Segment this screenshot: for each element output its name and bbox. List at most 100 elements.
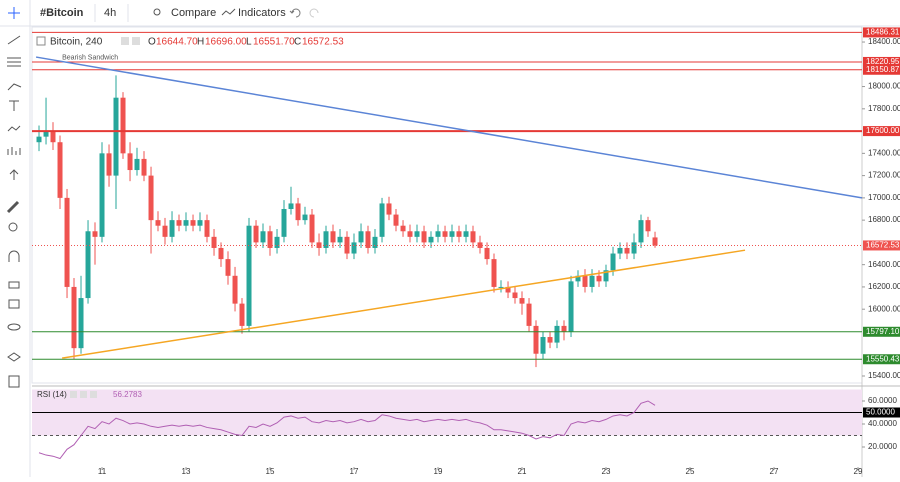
candle-body [274, 236, 280, 248]
candle-body [43, 131, 49, 137]
candle-body [442, 231, 448, 237]
candle-body [575, 275, 581, 282]
candle-body [358, 231, 364, 243]
indicators-button[interactable]: Indicators [238, 7, 286, 19]
fib-tool[interactable] [7, 57, 21, 67]
legend-icon[interactable] [121, 37, 129, 45]
y-tick-label: 16800.00 [868, 215, 900, 224]
visibility-tool[interactable] [7, 323, 21, 331]
interval[interactable]: 4h [104, 7, 116, 19]
legend-icon[interactable] [90, 391, 97, 398]
legend-o-value: 16644.70 [156, 37, 198, 48]
candle-body [407, 231, 413, 237]
indicators-icon[interactable] [221, 8, 236, 16]
candle-body [134, 158, 140, 171]
candle-body [50, 131, 56, 143]
candle-body [162, 225, 168, 237]
candle-body [113, 97, 119, 176]
left-toolbar [6, 0, 31, 477]
candle-body [141, 158, 147, 176]
arrow-tool[interactable] [9, 169, 19, 180]
candle-body [36, 136, 42, 143]
ruler-tool[interactable] [6, 200, 20, 214]
text-tool[interactable] [9, 100, 19, 111]
legend-icon[interactable] [70, 391, 77, 398]
candle-body [624, 247, 630, 254]
legend-collapse[interactable] [36, 36, 46, 46]
candle-body [57, 142, 63, 198]
lock-tool[interactable] [8, 299, 20, 309]
redo-icon[interactable] [309, 8, 319, 18]
candle-body [386, 203, 392, 215]
magnet-tool[interactable] [8, 250, 20, 262]
candle-body [218, 247, 224, 260]
candle-body [372, 236, 378, 248]
layers-tool[interactable] [7, 352, 21, 362]
candle-body [246, 225, 252, 326]
legend-l-value: 16551.70 [253, 37, 295, 48]
candle-body [281, 209, 287, 237]
candle-body [78, 298, 84, 349]
crosshair-tool[interactable] [8, 7, 20, 19]
candle-body [463, 231, 469, 237]
price-label: 15550.43 [866, 354, 900, 363]
candle-body [414, 231, 420, 237]
candle-body [169, 220, 175, 237]
candle-body [232, 275, 238, 304]
lock-draw-tool[interactable] [8, 281, 20, 289]
legend-c-key: C [294, 37, 301, 48]
last-price-label: 16572.53 [866, 241, 900, 250]
candle-body [393, 214, 399, 226]
trash-tool[interactable] [8, 375, 20, 388]
candle-body [526, 303, 532, 326]
x-tick-label: 25 [686, 467, 695, 476]
candle-body [239, 303, 245, 326]
plot: 18400.00 18000.00 17800.00 17400.00 17200.00… [32, 27, 900, 476]
y-tick-label: 60.0000 [868, 396, 897, 405]
last-price-box [863, 240, 900, 251]
zoom-tool[interactable] [8, 222, 18, 232]
candle-body [512, 292, 518, 299]
candle-body [554, 325, 560, 343]
candle-body [638, 220, 644, 243]
compare-icon[interactable] [153, 8, 161, 16]
price-label-box [863, 126, 900, 137]
trend-line [35, 56, 863, 199]
symbol[interactable]: #Bitcoin [40, 7, 84, 19]
candle-body [582, 275, 588, 287]
trend-tool[interactable] [7, 35, 21, 45]
x-tick-label: 19 [434, 467, 443, 476]
price-label-box [863, 64, 900, 75]
candle-body [631, 242, 637, 254]
candle-body [253, 225, 259, 243]
candle-body [106, 153, 112, 176]
x-tick-label: 13 [182, 467, 191, 476]
y-tick-label: 17200.00 [868, 171, 900, 180]
y-tick-label: 15400.00 [868, 371, 900, 380]
candle-body [400, 225, 406, 232]
legend-icon[interactable] [80, 391, 87, 398]
x-tick-label: 27 [770, 467, 779, 476]
undo-icon[interactable] [289, 8, 301, 18]
x-tick-label: 21 [518, 467, 527, 476]
candle-body [323, 231, 329, 248]
x-tick-label: 15 [266, 467, 275, 476]
legend-c-value: 16572.53 [302, 37, 344, 48]
forecast-tool[interactable] [7, 125, 21, 132]
y-tick-label: 17400.00 [868, 148, 900, 157]
candle-body [64, 197, 70, 287]
legend-h-value: 16696.00 [205, 37, 247, 48]
candle-body [183, 220, 189, 226]
x-tick-label: 11 [98, 467, 107, 476]
candle-body [547, 337, 553, 343]
pattern-tool[interactable] [7, 83, 22, 91]
gann-tool[interactable] [7, 147, 21, 155]
candle-body [337, 236, 343, 243]
candle-body [540, 337, 546, 354]
compare-button[interactable]: Compare [171, 7, 216, 19]
candle-body [617, 247, 623, 254]
x-tick-label: 17 [350, 467, 359, 476]
candle-body [155, 220, 161, 226]
legend-icon[interactable] [132, 37, 140, 45]
